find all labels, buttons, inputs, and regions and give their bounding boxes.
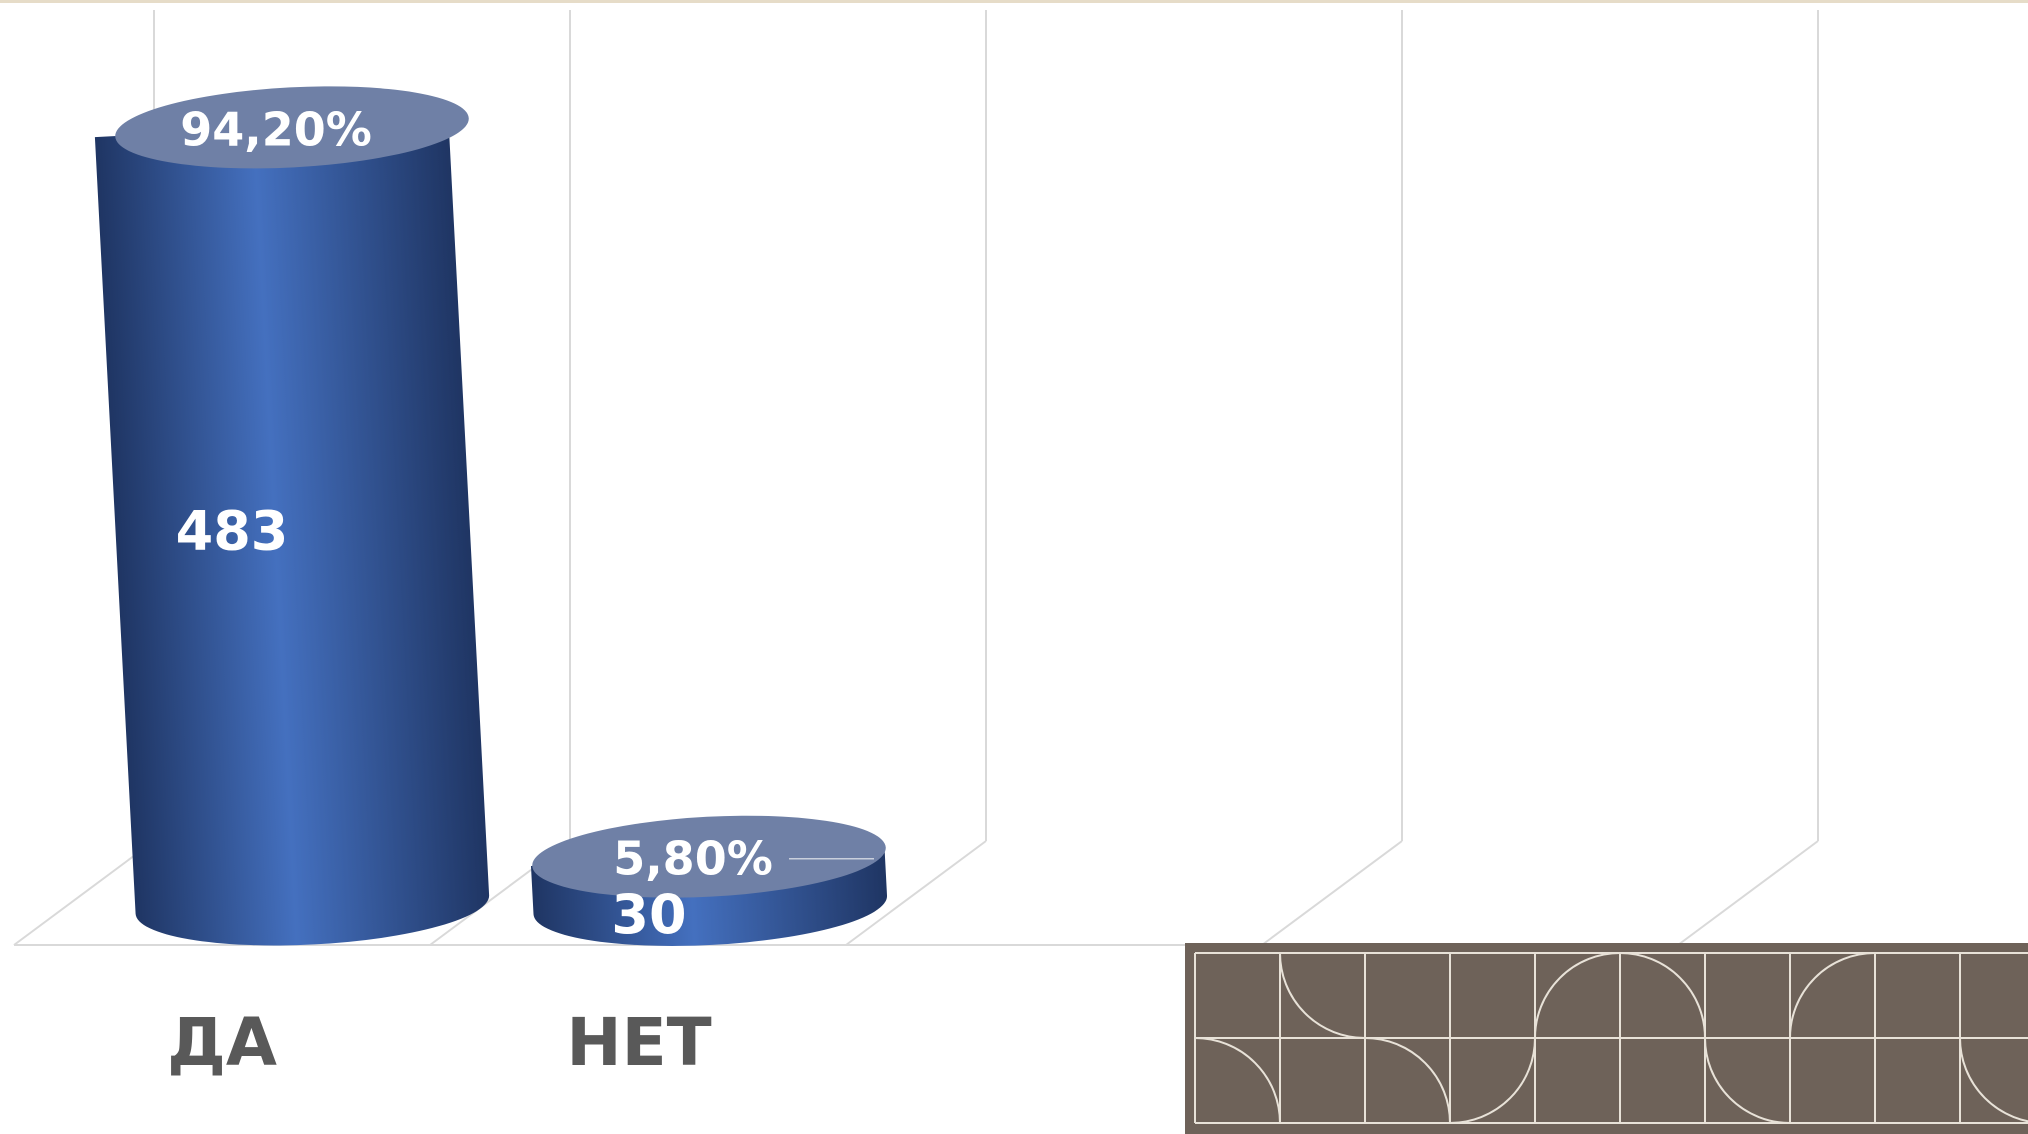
bar-value-label: 483 — [176, 500, 289, 563]
bar-percent-label: 94,20% — [180, 102, 372, 156]
bar-percent-label: 5,80% — [613, 832, 773, 886]
pattern-arc — [1449, 1037, 1536, 1124]
top-rule — [0, 0, 2028, 3]
floor-depth-line — [13, 840, 155, 946]
pattern-arc — [1364, 1037, 1451, 1124]
bar-top-cap — [115, 86, 469, 169]
floor-depth-line — [1261, 840, 1403, 946]
bar-1 — [94, 86, 490, 946]
pattern-arc — [1789, 952, 1876, 1039]
bar-top-cap — [532, 815, 886, 898]
pattern-arc — [1534, 952, 1621, 1039]
pattern-arc — [1619, 952, 1706, 1039]
pattern-arc — [1194, 1037, 1281, 1124]
labels-layer: 94,20% 483 ДА 5,80%30 НЕТ — [167, 102, 874, 1081]
decorative-pattern-panel — [1185, 943, 2028, 1134]
pattern-arc — [1704, 1037, 1791, 1124]
pattern-arc — [1279, 952, 1366, 1039]
floor-depth-line — [845, 840, 987, 946]
bar-value-label: 30 — [611, 883, 686, 946]
bar-body — [94, 118, 490, 946]
bar-2 — [530, 815, 888, 946]
floor-depth-line — [1677, 840, 1819, 946]
category-tick-label: НЕТ — [566, 1004, 711, 1081]
bars-layer — [94, 86, 888, 946]
category-tick-label: ДА — [167, 1004, 277, 1081]
